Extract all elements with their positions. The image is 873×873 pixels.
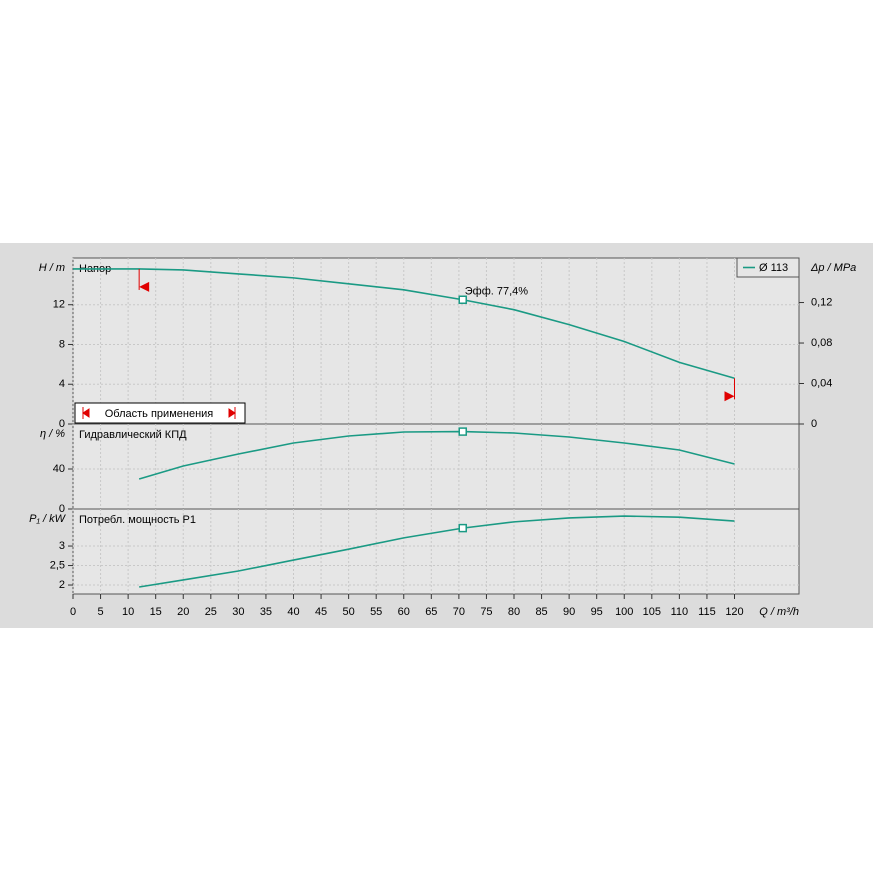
y-tick-label: 2,5 — [50, 559, 65, 571]
x-tick-label: 0 — [70, 606, 76, 618]
x-tick-label: 45 — [315, 606, 327, 618]
plot-area — [72, 423, 800, 510]
x-tick-label: 5 — [98, 606, 104, 618]
operating-point — [458, 523, 467, 533]
plot-area — [72, 257, 800, 425]
y-tick-label: 0 — [59, 503, 65, 515]
x-tick-label: 110 — [671, 606, 689, 618]
curve — [73, 268, 735, 380]
y-axis-label: η / % — [40, 428, 65, 440]
range-label: Область применения — [105, 408, 214, 420]
operating-point — [458, 295, 467, 304]
x-tick-label: 55 — [370, 606, 382, 618]
x-tick-label: 25 — [205, 606, 217, 618]
panel-title: Потребл. мощность P1 — [79, 514, 196, 526]
y2-tick-label: 0,04 — [811, 377, 832, 389]
x-tick-label: 50 — [343, 606, 355, 618]
curve — [139, 515, 735, 588]
x-tick-label: 30 — [232, 606, 244, 618]
x-tick-label: 105 — [643, 606, 661, 618]
panel-title: Гидравлический КПД — [79, 429, 187, 441]
y-tick-label: 40 — [53, 463, 65, 475]
operating-point — [458, 427, 467, 436]
range-start-arrow — [139, 281, 150, 292]
x-tick-label: 65 — [425, 606, 437, 618]
x-axis-label: Q / m³/h — [759, 606, 799, 618]
range-end-arrow — [724, 391, 735, 402]
x-tick-label: 85 — [535, 606, 547, 618]
x-tick-label: 80 — [508, 606, 520, 618]
x-tick-label: 20 — [177, 606, 189, 618]
x-tick-label: 15 — [150, 606, 162, 618]
curve — [138, 430, 735, 480]
y2-axis-label: Δp / MPa — [810, 262, 856, 274]
range-box-arrows — [82, 407, 236, 419]
y-axis-label: P₁ / kW — [29, 513, 66, 525]
legend-label: Ø 113 — [759, 262, 788, 274]
y-tick-label: 2 — [59, 579, 65, 591]
y-tick-label: 4 — [59, 378, 65, 390]
y-axis-label: H / m — [39, 262, 65, 274]
x-tick-label: 90 — [563, 606, 575, 618]
y-tick-label: 0 — [59, 418, 65, 430]
x-tick-label: 75 — [480, 606, 492, 618]
plot-area — [72, 508, 800, 595]
annotation: Эфф. 77,4% — [465, 286, 529, 298]
x-tick-label: 70 — [453, 606, 465, 618]
x-tick-label: 100 — [615, 606, 633, 618]
x-tick-label: 60 — [398, 606, 410, 618]
y2-tick-label: 0,08 — [811, 337, 832, 349]
y-tick-label: 3 — [59, 540, 65, 552]
y2-tick-label: 0 — [811, 418, 817, 430]
range-box — [74, 402, 246, 424]
y-tick-label: 8 — [59, 338, 65, 350]
x-tick-label: 35 — [260, 606, 272, 618]
x-tick-label: 115 — [698, 606, 716, 618]
y2-tick-label: 0,12 — [811, 296, 832, 308]
x-tick-label: 40 — [287, 606, 299, 618]
x-tick-label: 95 — [591, 606, 603, 618]
x-tick-label: 10 — [122, 606, 134, 618]
legend-box — [736, 257, 800, 278]
y-tick-label: 12 — [53, 299, 65, 311]
x-tick-label: 120 — [725, 606, 743, 618]
